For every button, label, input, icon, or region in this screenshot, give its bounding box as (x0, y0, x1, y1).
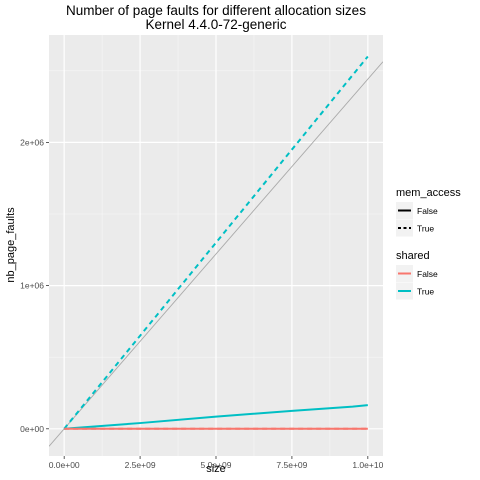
x-tick-label: 0.0e+00 (49, 460, 80, 470)
chart-subtitle: Kernel 4.4.0-72-generic (145, 17, 286, 32)
major-grid (49, 35, 383, 456)
legend-label: True (417, 287, 434, 297)
x-tick-label: 5.0e+09 (201, 460, 232, 470)
legend: mem_access False True shared False True (396, 187, 461, 300)
reference-line (49, 61, 383, 447)
legend-label: False (417, 206, 438, 216)
y-axis: 0e+00 1e+06 2e+06 (20, 137, 49, 434)
legend-label: False (417, 269, 438, 279)
x-tick-label: 1.0e+10 (352, 460, 383, 470)
reference-line-group (49, 61, 383, 447)
series-line-shared-true-mem-access-true (63, 55, 369, 430)
y-axis-title: nb_page_faults (5, 207, 17, 283)
x-tick-label: 7.5e+09 (276, 460, 307, 470)
y-tick-label: 1e+06 (20, 281, 44, 291)
y-tick-label: 2e+06 (20, 137, 44, 147)
legend-title: shared (396, 250, 430, 262)
legend-label: True (417, 224, 434, 234)
x-axis: 0.0e+00 2.5e+09 5.0e+09 7.5e+09 1.0e+10 (49, 456, 384, 470)
series-line-shared-true-mem-access-false (64, 404, 368, 430)
chart-title: Number of page faults for different allo… (66, 3, 366, 18)
legend-title: mem_access (396, 187, 461, 199)
y-tick-label: 0e+00 (20, 424, 44, 434)
series-group (63, 55, 369, 430)
x-tick-label: 2.5e+09 (125, 460, 156, 470)
x-axis-title: size (206, 463, 226, 475)
